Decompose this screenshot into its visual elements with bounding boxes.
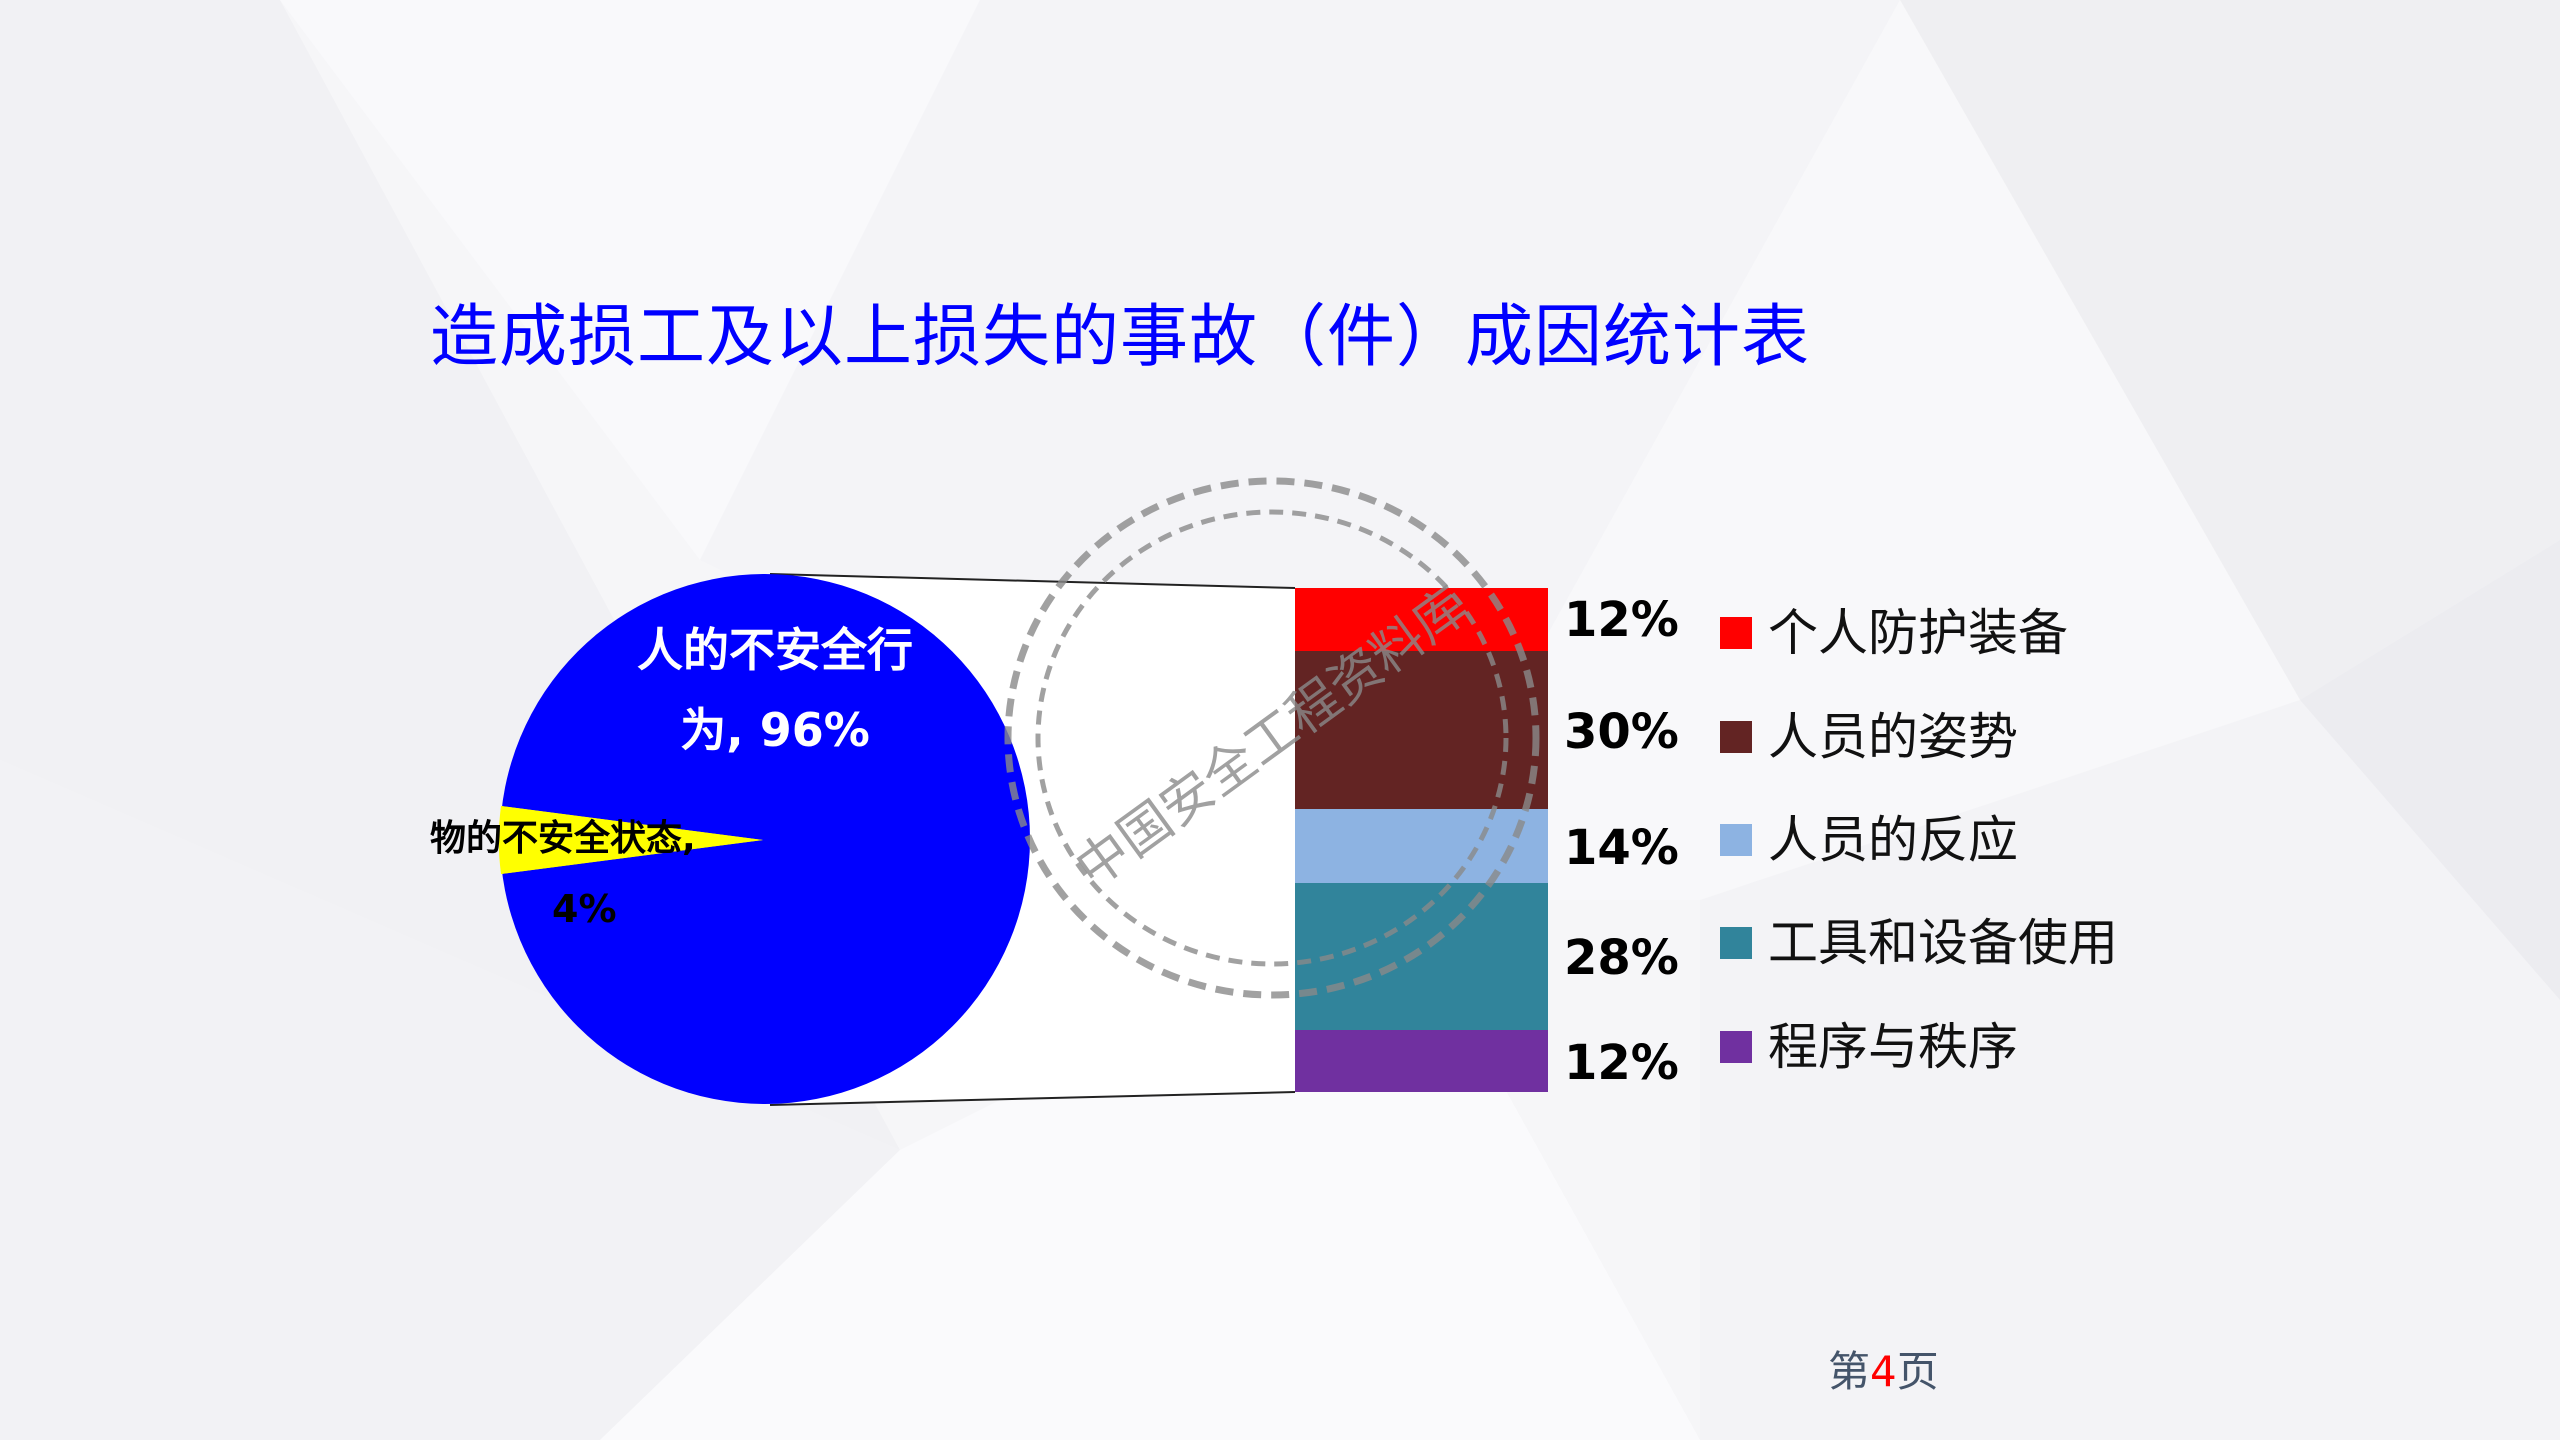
bar-label-reaction: 14%	[1564, 820, 1679, 876]
legend-swatch-icon	[1720, 1031, 1752, 1063]
legend-item-reaction: 人员的反应	[1720, 810, 2018, 870]
legend-swatch-icon	[1720, 721, 1752, 753]
pie-slice-human-behavior	[500, 574, 1030, 1104]
legend-label: 个人防护装备	[1768, 604, 2068, 662]
bar-segment-ppe	[1295, 588, 1548, 651]
legend-label: 人员的姿势	[1768, 708, 2018, 766]
legend-label: 程序与秩序	[1768, 1018, 2018, 1076]
bar-segment-procedure	[1295, 1030, 1548, 1092]
pie-label-human-line1: 人的不安全行	[637, 623, 913, 677]
legend-label: 工具和设备使用	[1768, 914, 2118, 972]
legend-swatch-icon	[1720, 927, 1752, 959]
page-prefix: 第	[1828, 1347, 1871, 1396]
pie-label-human-line2: 为, 96%	[680, 703, 870, 757]
connector-line-bottom	[769, 1091, 1296, 1106]
bar-segment-posture	[1295, 651, 1548, 809]
pie-label-object-state: 物的不安全状态,	[430, 818, 696, 859]
legend-label: 人员的反应	[1768, 811, 2018, 869]
pie-label-object-pct: 4%	[552, 887, 617, 931]
page-suffix: 页	[1896, 1347, 1939, 1396]
bar-label-tools: 28%	[1564, 930, 1679, 986]
legend-swatch-icon	[1720, 617, 1752, 649]
bar-segment-reaction	[1295, 809, 1548, 883]
legend-item-ppe: 个人防护装备	[1720, 603, 2068, 663]
legend-item-procedure: 程序与秩序	[1720, 1017, 2018, 1077]
legend-item-posture: 人员的姿势	[1720, 707, 2018, 767]
bar-label-ppe: 12%	[1564, 592, 1679, 648]
pie-label-human-behavior: 人的不安全行 为, 96%	[600, 610, 950, 770]
page-number: 第4页	[1828, 1346, 1939, 1398]
legend-swatch-icon	[1720, 824, 1752, 856]
bar-label-procedure: 12%	[1564, 1035, 1679, 1091]
slide-title: 造成损工及以上损失的事故（件）成因统计表	[430, 298, 1811, 377]
page-number-value: 4	[1870, 1347, 1897, 1396]
bar-segment-tools	[1295, 883, 1548, 1030]
legend-item-tools: 工具和设备使用	[1720, 913, 2118, 973]
bar-label-posture: 30%	[1564, 704, 1679, 760]
